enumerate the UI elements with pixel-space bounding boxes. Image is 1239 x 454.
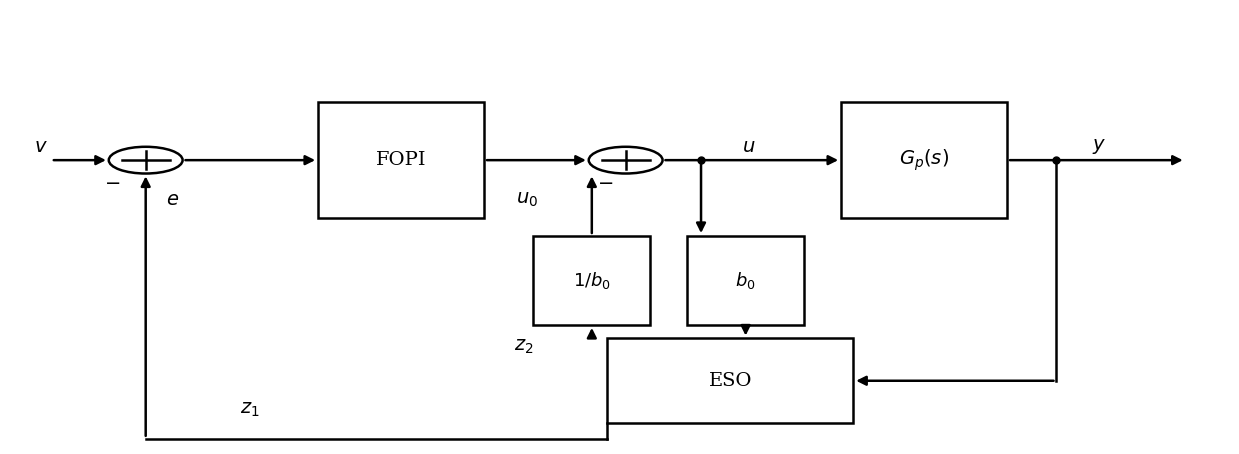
- Text: $G_p(s)$: $G_p(s)$: [900, 148, 949, 173]
- Bar: [607, 338, 854, 423]
- Bar: [688, 236, 804, 325]
- Bar: [533, 236, 650, 325]
- Text: $z_1$: $z_1$: [240, 400, 260, 419]
- Text: ESO: ESO: [709, 372, 752, 390]
- Bar: [318, 102, 484, 218]
- Bar: [841, 102, 1007, 218]
- Text: $u_0$: $u_0$: [517, 191, 538, 209]
- Text: $1/b_0$: $1/b_0$: [572, 270, 611, 291]
- Text: FOPI: FOPI: [375, 151, 426, 169]
- Text: $-$: $-$: [104, 173, 120, 192]
- Text: $v$: $v$: [35, 138, 48, 156]
- Text: $z_2$: $z_2$: [514, 338, 533, 356]
- Text: $y$: $y$: [1093, 137, 1106, 156]
- Text: $u$: $u$: [742, 138, 756, 156]
- Text: $e$: $e$: [166, 191, 180, 209]
- Text: $-$: $-$: [597, 173, 613, 192]
- Text: $b_0$: $b_0$: [735, 270, 756, 291]
